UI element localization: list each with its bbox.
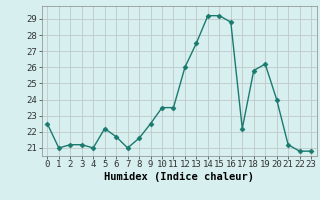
X-axis label: Humidex (Indice chaleur): Humidex (Indice chaleur) xyxy=(104,172,254,182)
